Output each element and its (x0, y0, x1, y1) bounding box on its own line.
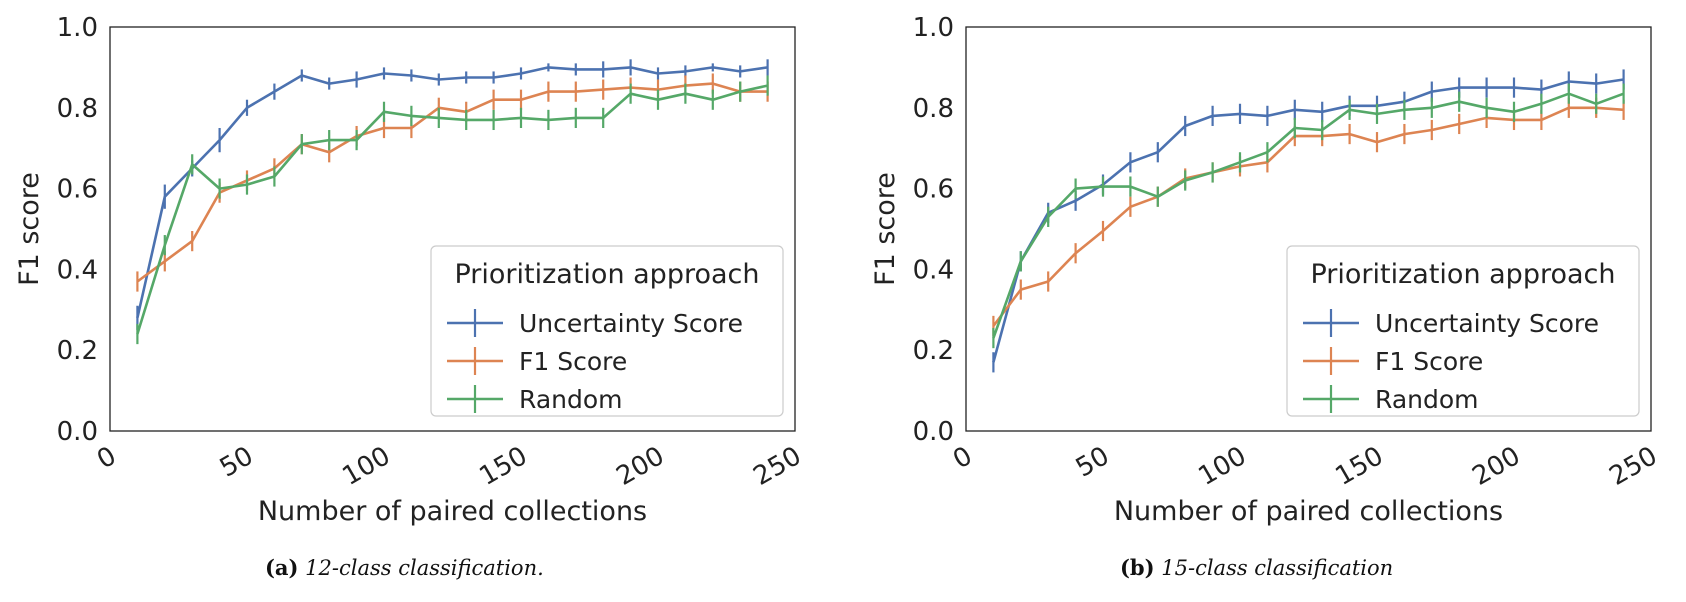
legend-label: Uncertainty Score (1375, 309, 1599, 338)
series-line (136, 84, 768, 335)
series-random (992, 83, 1625, 349)
x-tick-label: 100 (1194, 441, 1252, 492)
x-tick-label: 50 (1071, 441, 1115, 484)
y-tick-label: 0.8 (913, 94, 954, 124)
y-axis-label: F1 score (14, 172, 45, 286)
x-tick-label: 150 (475, 441, 533, 492)
legend-label: Random (519, 385, 623, 414)
series-random (136, 75, 769, 345)
y-tick-label: 0.0 (913, 417, 954, 447)
y-tick-label: 0.2 (913, 336, 954, 366)
x-tick-label: 250 (749, 441, 807, 492)
x-tick-label: 0 (92, 441, 121, 475)
caption-a-text: 12-class classification. (305, 556, 544, 580)
y-tick-label: 0.6 (913, 175, 954, 205)
caption-b-tag: (b) (1120, 555, 1155, 580)
legend-b: Prioritization approach Uncertainty Score… (1286, 245, 1640, 417)
caption-a-tag: (a) (265, 555, 299, 580)
y-axis-label: F1 score (870, 172, 901, 286)
caption-b-text: 15-class classification (1161, 556, 1394, 580)
series-line (136, 66, 768, 319)
legend-label: F1 Score (519, 347, 627, 376)
x-tick-label: 200 (1468, 441, 1526, 492)
x-tick-label: 250 (1605, 441, 1663, 492)
x-tick-label: 150 (1331, 441, 1389, 492)
caption-a: (a) 12-class classification. (265, 555, 544, 580)
y-tick-label: 0.4 (913, 255, 954, 285)
legend-a: Prioritization approach Uncertainty Score… (430, 245, 784, 417)
y-tick-label: 0.8 (57, 94, 98, 124)
caption-b: (b) 15-class classification (1120, 555, 1393, 580)
panel-b: 0.0 0.2 0.4 0.6 0.8 1.0 0 50 100 150 200 250 Number … (870, 13, 1663, 527)
legend-title: Prioritization approach (455, 259, 760, 290)
x-tick-label: 0 (948, 441, 977, 475)
series-line (136, 82, 768, 283)
y-tick-label: 1.0 (57, 13, 98, 43)
x-axis-label: Number of paired collections (258, 496, 647, 527)
y-tick-label: 0.4 (57, 255, 98, 285)
y-tick-label: 1.0 (913, 13, 954, 43)
x-tick-label: 50 (215, 441, 259, 484)
series-uncertainty-score (136, 59, 769, 330)
legend-box (430, 245, 784, 417)
panel-a: 0.0 0.2 0.4 0.6 0.8 1.0 0 50 100 150 200 250 Number … (14, 13, 807, 527)
x-tick-label: 100 (338, 441, 396, 492)
x-axis-label: Number of paired collections (1114, 496, 1503, 527)
legend-label: Uncertainty Score (519, 309, 743, 338)
y-tick-label: 0.0 (57, 417, 98, 447)
series-line (992, 92, 1625, 339)
series-line (992, 106, 1624, 327)
plot-frame-a (109, 26, 796, 432)
legend-title: Prioritization approach (1311, 259, 1616, 290)
x-tick-label: 200 (612, 441, 670, 492)
legend-label: Random (1375, 385, 1479, 414)
y-tick-label: 0.2 (57, 336, 98, 366)
legend-box (1286, 245, 1640, 417)
legend-label: F1 Score (1375, 347, 1483, 376)
plot-frame-b (965, 26, 1652, 432)
y-tick-label: 0.6 (57, 175, 98, 205)
